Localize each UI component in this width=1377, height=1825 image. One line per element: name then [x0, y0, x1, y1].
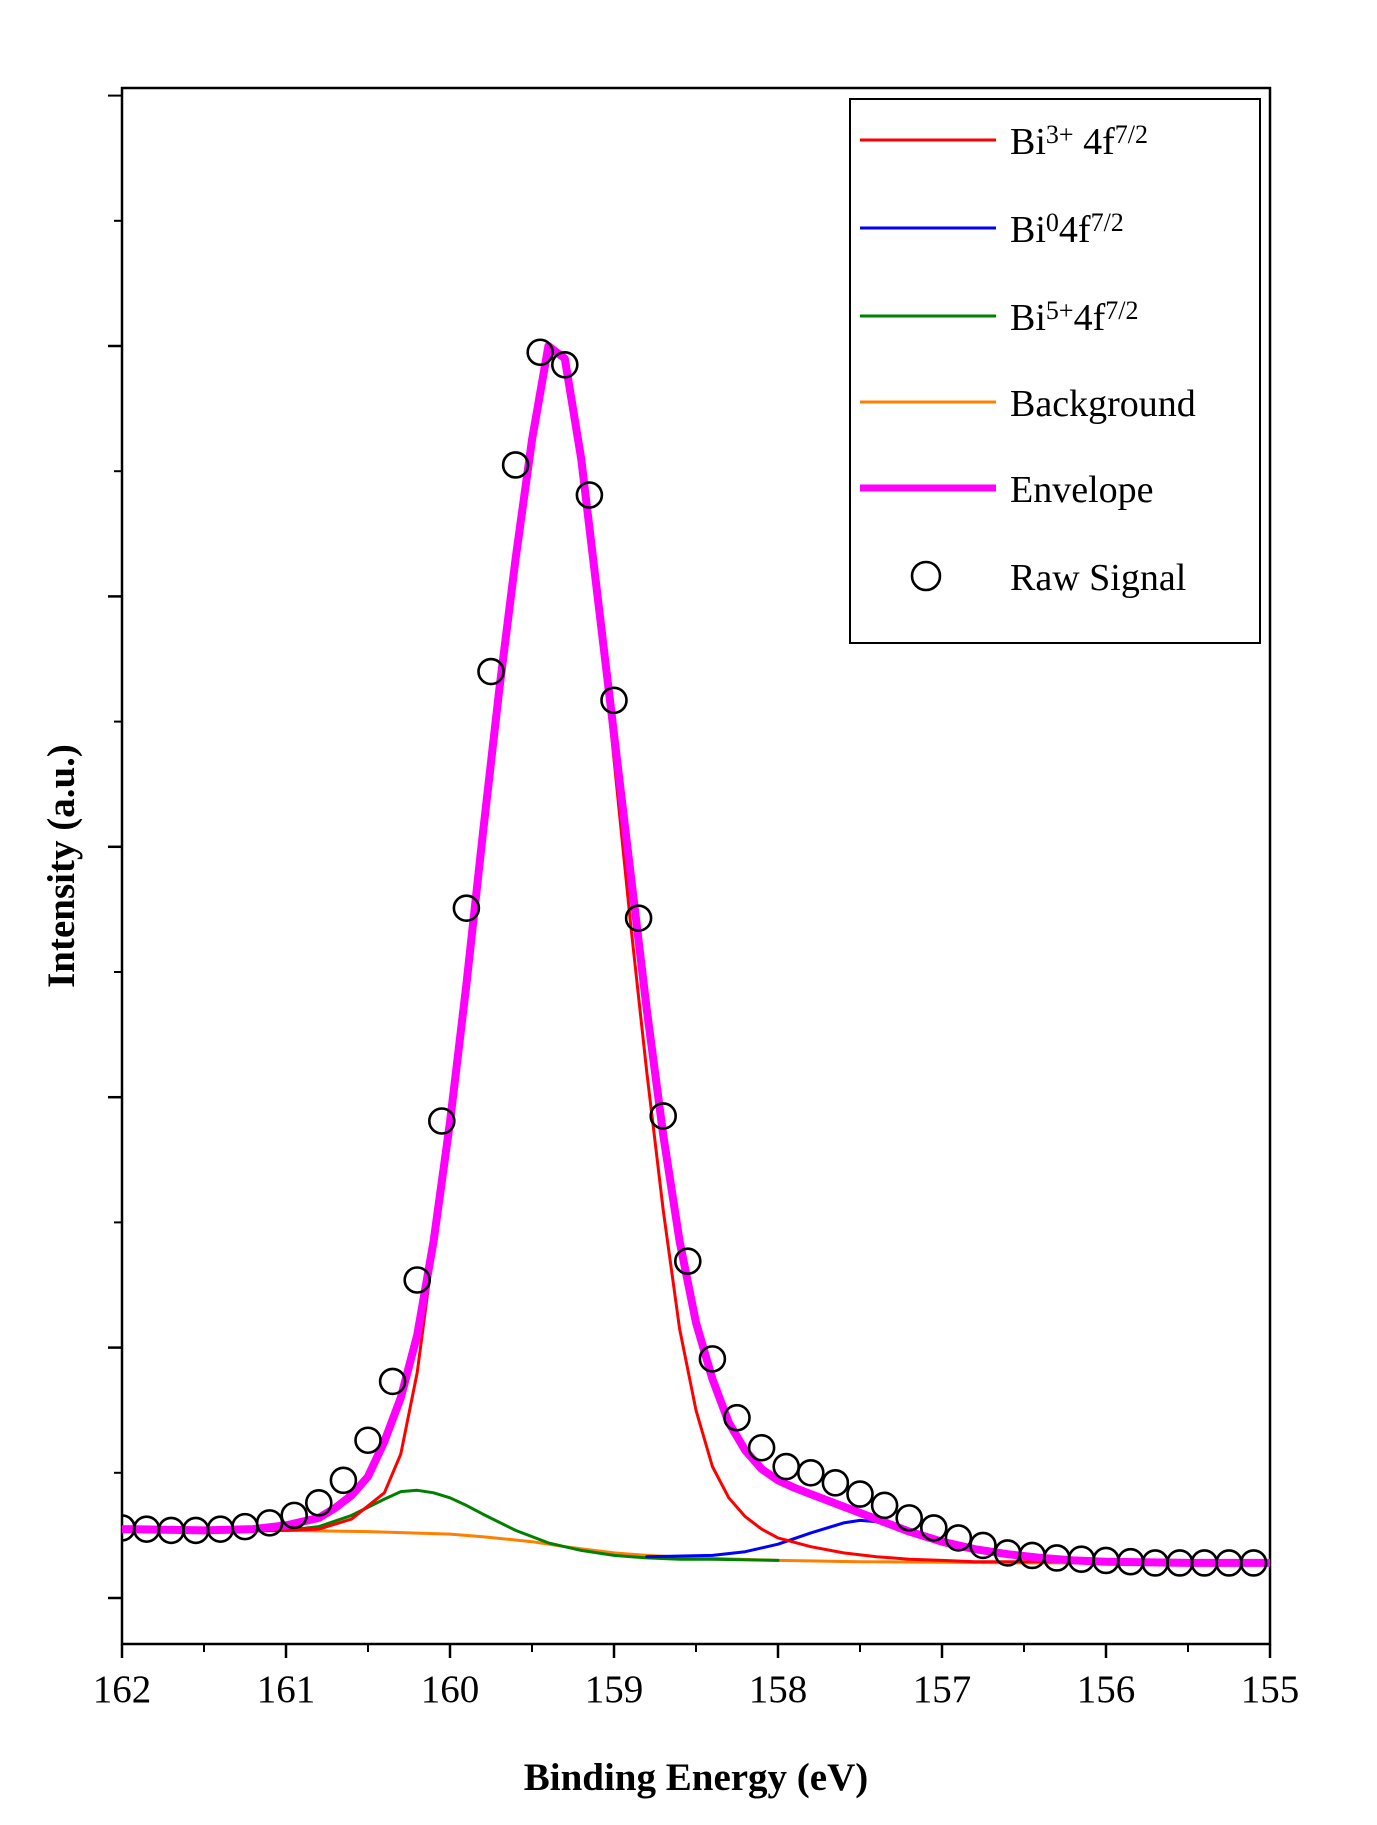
raw-signal-point	[796, 1459, 825, 1487]
x-axis: 162 161 160 159 158 157 156 155	[93, 1644, 1300, 1711]
bi3-series-line	[122, 344, 1270, 1564]
raw-signal-point	[550, 350, 579, 379]
raw-signal-point	[846, 1480, 874, 1508]
legend-raw-label: Raw Signal	[1010, 557, 1186, 599]
raw-signal-point	[821, 1469, 850, 1497]
raw-signal-point	[919, 1514, 948, 1542]
legend-text-part: 7/2	[1105, 296, 1138, 325]
legend-text-part: Bi	[1010, 209, 1046, 251]
legend-text-part: Envelope	[1010, 469, 1154, 511]
x-tick-label: 155	[1241, 1668, 1300, 1711]
bi5-series-line	[284, 1488, 780, 1562]
raw-signal-series	[122, 338, 1268, 1577]
raw-signal-point	[673, 1247, 702, 1276]
raw-signal-point	[526, 338, 555, 367]
raw-signal-point	[870, 1491, 899, 1520]
raw-signal-point	[329, 1466, 358, 1495]
raw-signal-point	[452, 894, 481, 922]
x-tick-label: 159	[585, 1668, 644, 1711]
legend-text-part: 7/2	[1091, 208, 1124, 237]
legend-box	[849, 98, 1261, 644]
legend-bi5-label: Bi5+4f7/2	[1010, 296, 1138, 339]
raw-signal-point	[747, 1433, 776, 1462]
x-tick-label: 158	[749, 1668, 808, 1711]
x-tick-label: 162	[93, 1668, 152, 1711]
raw-signal-point	[477, 657, 505, 686]
legend-env-label: Envelope	[1010, 469, 1154, 511]
raw-signal-point	[378, 1367, 407, 1396]
legend-bi3-label: Bi3+ 4f7/2	[1010, 120, 1148, 163]
legend-text-part: Background	[1010, 383, 1196, 425]
legend-text-part: 5+	[1046, 296, 1074, 325]
legend-text-part: Bi	[1010, 121, 1046, 163]
raw-signal-point	[600, 686, 628, 715]
raw-signal-point	[772, 1452, 801, 1481]
legend-raw-signal-marker	[910, 560, 942, 592]
series-layer	[122, 338, 1270, 1577]
legend-bi0-label: Bi04f7/2	[1010, 208, 1124, 251]
raw-signal-point	[969, 1531, 997, 1560]
legend-text-part: 3+	[1046, 120, 1074, 149]
raw-signal-point	[624, 904, 653, 932]
x-tick-label: 157	[913, 1668, 972, 1711]
y-axis-title: Intensity (a.u.)	[40, 744, 83, 988]
raw-signal-point	[698, 1345, 727, 1373]
raw-signal-point	[649, 1102, 678, 1130]
legend-text-part: 7/2	[1115, 120, 1148, 149]
raw-signal-point	[403, 1266, 432, 1294]
raw-signal-point	[255, 1509, 284, 1537]
raw-signal-point	[354, 1426, 382, 1455]
raw-signal-point	[723, 1403, 751, 1432]
legend-text-part: 0	[1046, 208, 1059, 237]
legend-text-part: Bi	[1010, 297, 1046, 339]
x-tick-label: 160	[421, 1668, 480, 1711]
x-axis-title: Binding Energy (eV)	[524, 1756, 869, 1799]
legend-text-part: 4f	[1074, 297, 1106, 339]
raw-signal-point	[427, 1107, 456, 1135]
y-axis	[108, 94, 122, 1600]
legend: Bi3+ 4f7/2Bi04f7/2Bi5+4f7/2BackgroundEnv…	[849, 98, 1261, 644]
legend-text-part: 4f	[1074, 121, 1116, 163]
legend-text-part: Raw Signal	[1010, 557, 1186, 599]
raw-signal-point	[895, 1504, 924, 1532]
raw-signal-point	[944, 1524, 973, 1552]
x-tick-label: 156	[1077, 1668, 1136, 1711]
raw-signal-point	[1239, 1549, 1268, 1577]
raw-signal-point	[280, 1501, 309, 1530]
raw-signal-point	[304, 1489, 333, 1517]
raw-signal-point	[501, 451, 530, 479]
raw-signal-point	[575, 481, 604, 509]
legend-bg-label: Background	[1010, 383, 1196, 425]
x-tick-label: 161	[257, 1668, 316, 1711]
legend-text-part: 4f	[1059, 209, 1091, 251]
